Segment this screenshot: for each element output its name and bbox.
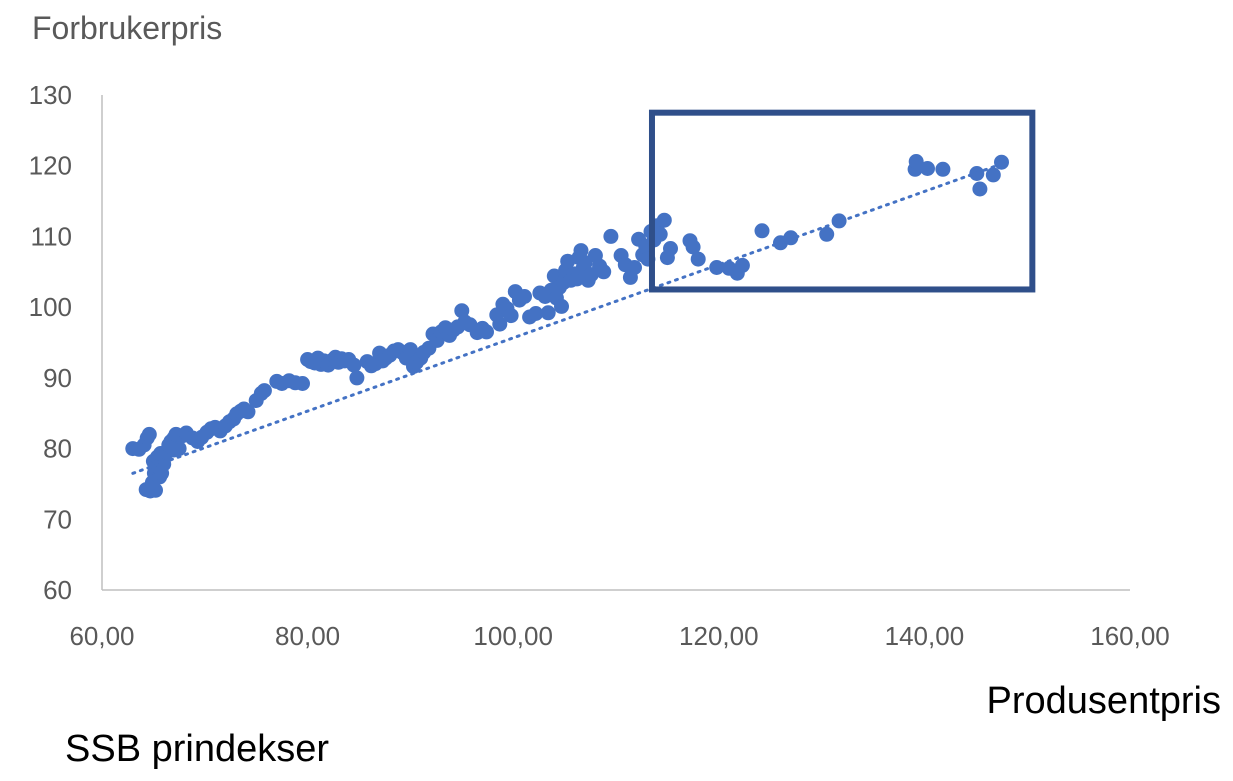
x-tick-label: 120,00 bbox=[679, 621, 759, 651]
y-tick-label: 90 bbox=[43, 363, 72, 393]
data-point bbox=[920, 161, 935, 176]
y-tick-label: 110 bbox=[31, 221, 72, 251]
data-point bbox=[985, 167, 1001, 183]
data-point bbox=[503, 308, 519, 324]
data-points bbox=[125, 154, 1009, 499]
y-tick-label: 80 bbox=[43, 434, 72, 464]
data-point bbox=[492, 316, 508, 332]
data-point bbox=[627, 260, 642, 275]
data-point bbox=[734, 257, 750, 273]
highlight-box-group bbox=[648, 109, 1036, 293]
y-axis-title: Forbrukerpris bbox=[32, 10, 223, 46]
x-tick-label: 160,00 bbox=[1090, 621, 1170, 651]
trendline-group bbox=[131, 160, 1009, 475]
data-point bbox=[656, 212, 672, 228]
data-point bbox=[690, 251, 706, 267]
source-label: SSB prindekser bbox=[65, 728, 330, 770]
tick-labels: 60 70 80 90 100 110 120 130 60,00 80,00 100,00 120,… bbox=[29, 80, 1170, 651]
x-tick-label: 60,00 bbox=[69, 621, 134, 651]
data-point bbox=[573, 243, 589, 259]
data-point bbox=[454, 303, 470, 319]
y-tick-label: 120 bbox=[29, 151, 72, 181]
highlight-box bbox=[648, 109, 1036, 293]
data-point bbox=[166, 442, 182, 458]
y-tick-label: 100 bbox=[29, 292, 72, 322]
data-point bbox=[754, 223, 770, 239]
data-point bbox=[596, 264, 612, 280]
x-tick-label: 140,00 bbox=[885, 621, 965, 651]
data-point bbox=[935, 161, 951, 177]
data-point bbox=[346, 357, 362, 373]
data-point bbox=[295, 376, 310, 391]
x-tick-label: 100,00 bbox=[473, 621, 553, 651]
data-point bbox=[652, 226, 668, 242]
data-point bbox=[908, 154, 924, 169]
y-tick-label: 130 bbox=[29, 80, 72, 110]
data-point bbox=[603, 228, 619, 244]
data-point bbox=[479, 324, 494, 340]
data-point bbox=[349, 370, 365, 386]
data-point bbox=[402, 342, 418, 358]
data-point bbox=[972, 181, 988, 197]
data-point bbox=[141, 426, 157, 442]
x-axis-title: Produsentpris bbox=[986, 680, 1221, 722]
data-point bbox=[560, 253, 576, 269]
axes bbox=[101, 95, 1130, 591]
y-tick-label: 60 bbox=[43, 575, 72, 605]
data-point bbox=[685, 239, 701, 255]
data-point bbox=[819, 226, 835, 242]
trendline bbox=[131, 160, 1009, 475]
x-tick-label: 80,00 bbox=[275, 621, 340, 651]
data-point bbox=[528, 306, 544, 321]
data-point bbox=[554, 298, 569, 314]
data-point bbox=[540, 305, 556, 321]
data-point bbox=[240, 404, 256, 420]
data-point bbox=[994, 154, 1009, 170]
y-tick-label: 70 bbox=[43, 504, 72, 534]
data-point bbox=[517, 289, 532, 304]
data-point bbox=[663, 241, 678, 256]
data-point bbox=[256, 383, 272, 399]
